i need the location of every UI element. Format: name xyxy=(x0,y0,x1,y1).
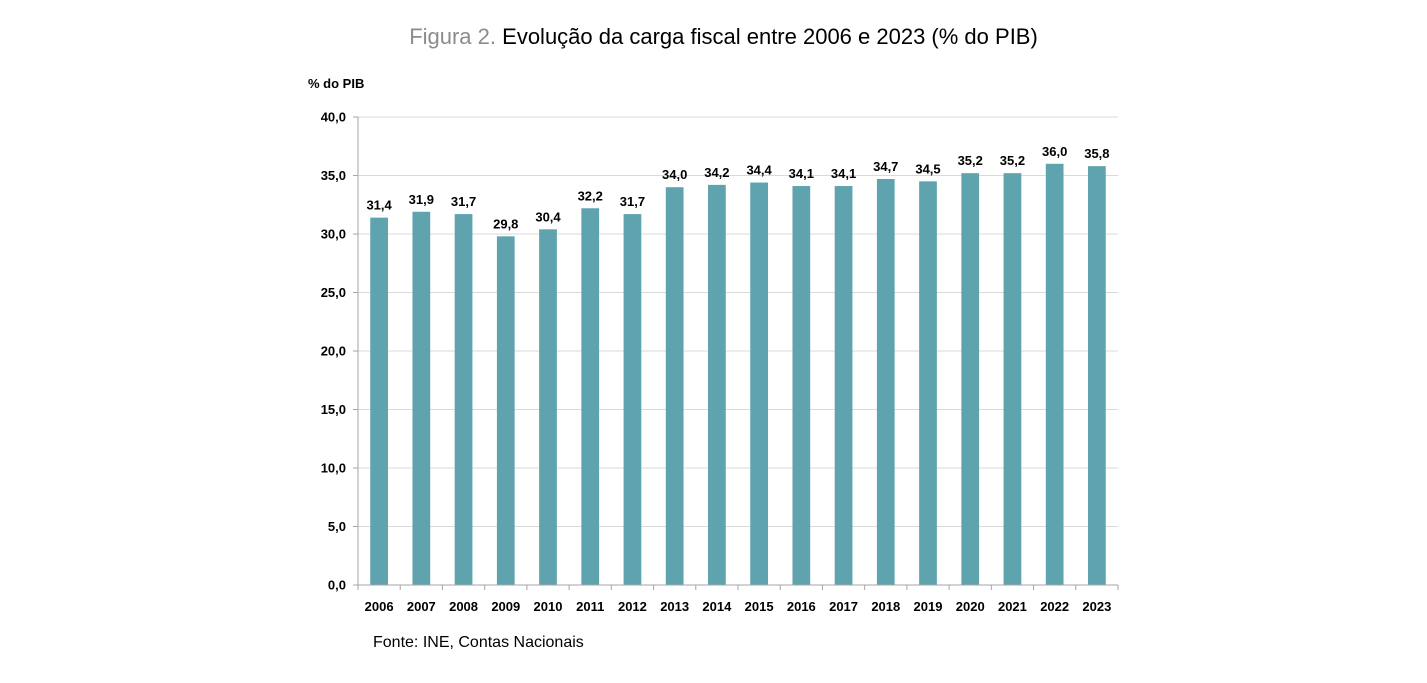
data-label: 36,0 xyxy=(1042,144,1067,159)
y-tick-label: 40,0 xyxy=(321,110,346,125)
bar-2006 xyxy=(370,217,388,585)
data-label: 34,2 xyxy=(704,165,729,180)
source-label: Fonte: xyxy=(373,634,419,651)
bar-2012 xyxy=(623,214,642,586)
gridlines xyxy=(358,116,1118,527)
data-label: 29,8 xyxy=(493,216,518,231)
x-tick-label: 2023 xyxy=(1082,599,1111,614)
bar-2020 xyxy=(961,173,980,585)
data-label: 35,2 xyxy=(1000,153,1025,168)
data-label: 30,4 xyxy=(535,209,561,224)
data-label: 34,1 xyxy=(831,166,856,181)
x-tick-label: 2022 xyxy=(1040,599,1069,614)
data-label: 31,7 xyxy=(451,194,476,209)
x-tick-label: 2008 xyxy=(449,599,478,614)
bar-2015 xyxy=(750,182,768,585)
x-tick-label: 2021 xyxy=(998,599,1027,614)
bar-2013 xyxy=(665,187,684,585)
bar-2009 xyxy=(496,236,515,585)
data-label: 31,4 xyxy=(366,198,392,213)
axes xyxy=(353,116,1119,590)
data-label: 32,2 xyxy=(578,188,603,203)
bar-2023 xyxy=(1088,166,1106,585)
x-tick-label: 2012 xyxy=(618,599,647,614)
bar-2022 xyxy=(1045,163,1064,586)
figure-title: Evolução da carga fiscal entre 2006 e 20… xyxy=(502,24,1038,49)
x-tick-label: 2015 xyxy=(745,599,774,614)
y-tick-label: 5,0 xyxy=(328,519,346,534)
chart-title: Figura 2. Evolução da carga fiscal entre… xyxy=(0,24,1427,50)
x-tick-label: 2010 xyxy=(534,599,563,614)
bar-2011 xyxy=(581,208,600,585)
x-tick-label: 2011 xyxy=(576,599,604,614)
x-tick-label: 2007 xyxy=(407,599,436,614)
bar-2010 xyxy=(539,229,557,585)
y-tick-labels: 0,0 5,0 10,0 15,0 20,0 25,0 30,0 35,0 40,0 xyxy=(321,110,346,593)
source-text: INE, Contas Nacionais xyxy=(422,634,584,651)
source-note: Fonte: INE, Contas Nacionais xyxy=(373,634,584,652)
x-tick-label: 2014 xyxy=(702,599,732,614)
y-tick-label: 30,0 xyxy=(321,227,346,242)
data-label: 35,8 xyxy=(1084,146,1109,161)
bar-2014 xyxy=(708,184,726,586)
y-tick-label: 0,0 xyxy=(328,578,346,593)
x-tick-label: 2016 xyxy=(787,599,816,614)
bar-2016 xyxy=(792,186,811,585)
figure-number: Figura 2. xyxy=(409,24,497,49)
data-label: 31,7 xyxy=(620,194,645,209)
y-tick-label: 25,0 xyxy=(321,285,346,300)
y-tick-label: 15,0 xyxy=(321,402,346,417)
y-axis-label: % do PIB xyxy=(308,76,364,91)
data-label: 34,0 xyxy=(662,167,687,182)
x-tick-label: 2006 xyxy=(365,599,394,614)
x-tick-label: 2013 xyxy=(660,599,689,614)
x-tick-label: 2009 xyxy=(491,599,520,614)
bar-2008 xyxy=(454,214,473,586)
bar-2021 xyxy=(1003,173,1022,585)
bar-2007 xyxy=(412,211,431,585)
bar-2017 xyxy=(834,186,853,585)
data-label: 34,1 xyxy=(789,166,814,181)
data-label: 34,4 xyxy=(746,163,772,178)
x-tick-label: 2017 xyxy=(829,599,858,614)
data-label: 31,9 xyxy=(409,192,434,207)
y-tick-label: 10,0 xyxy=(321,461,346,476)
x-tick-label: 2019 xyxy=(914,599,943,614)
data-labels: 31,4 31,9 31,7 29,8 30,4 32,2 31,7 34,0 34,2 34,4… xyxy=(366,144,1109,232)
x-tick-labels: 2006 2007 2008 2009 2010 2011 2012 2013 2014 2015… xyxy=(365,599,1112,614)
y-tick-label: 20,0 xyxy=(321,344,346,359)
y-tick-label: 35,0 xyxy=(321,168,346,183)
data-label: 34,5 xyxy=(915,161,940,176)
bars xyxy=(370,163,1106,586)
x-tick-label: 2020 xyxy=(956,599,985,614)
bar-2018 xyxy=(876,179,895,585)
data-label: 35,2 xyxy=(958,153,983,168)
x-tick-label: 2018 xyxy=(871,599,900,614)
bar-2019 xyxy=(919,181,937,585)
data-label: 34,7 xyxy=(873,159,898,174)
